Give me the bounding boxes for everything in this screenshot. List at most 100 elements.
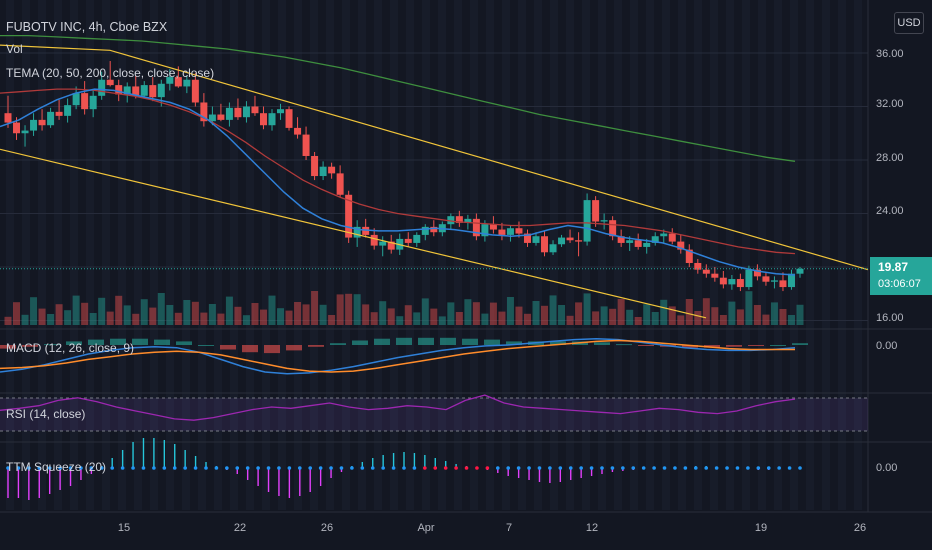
volume-bar <box>532 301 540 325</box>
currency-button[interactable]: USD <box>894 12 924 34</box>
ttm-squeeze-dot <box>579 466 583 470</box>
vol-indicator-label[interactable]: Vol <box>6 42 23 56</box>
session-stripe <box>614 0 622 510</box>
candle-body <box>762 276 770 282</box>
candle-body <box>370 234 378 246</box>
ttm-squeeze-dot <box>443 466 448 470</box>
volume-bar <box>89 313 97 325</box>
volume-bar <box>132 313 140 325</box>
session-stripe <box>470 0 478 510</box>
ttm-squeeze-dot <box>548 466 552 470</box>
volume-bar <box>651 312 659 325</box>
candle-body <box>200 102 208 122</box>
volume-bar <box>600 306 608 325</box>
volume-bar <box>762 314 770 325</box>
volume-bar <box>575 302 583 325</box>
ttm-squeeze-dot <box>621 466 625 470</box>
volume-bar <box>30 297 38 325</box>
tema-indicator-label[interactable]: TEMA (20, 50, 200, close, close, close) <box>6 66 215 80</box>
candle-body <box>47 111 55 126</box>
session-stripe <box>598 0 606 510</box>
ttm-squeeze-dot <box>79 466 83 470</box>
symbol-title[interactable]: FUBOTV INC, 4h, Cboe BZX <box>6 20 168 34</box>
macd-label[interactable]: MACD (12, 26, close, 9) <box>6 341 135 355</box>
candle-body <box>753 269 761 277</box>
candle-body <box>106 79 114 86</box>
candle-body <box>55 111 63 116</box>
ttm-squeeze-dot <box>735 466 740 470</box>
ttm-squeeze-dot <box>360 466 365 470</box>
ttm-label[interactable]: TTM Squeeze (20) <box>6 460 107 474</box>
ttm-squeeze-dot <box>798 466 802 470</box>
macd-histogram-bar <box>462 338 478 345</box>
ttm-squeeze-dot <box>152 466 156 470</box>
volume-bar <box>711 307 719 325</box>
volume-bar <box>174 312 182 325</box>
rsi-label[interactable]: RSI (14, close) <box>6 407 86 421</box>
session-stripe <box>550 0 558 510</box>
candle-body <box>404 238 412 243</box>
macd-histogram-bar <box>220 345 236 350</box>
volume-bar <box>217 313 225 325</box>
candle-body <box>609 220 617 237</box>
volume-bar <box>515 306 523 325</box>
x-tick-12: 12 <box>585 522 599 534</box>
ttm-squeeze-dot <box>329 466 333 470</box>
volume-bar <box>558 305 566 325</box>
ttm-squeeze-dot <box>495 466 500 470</box>
macd-histogram-bar <box>550 341 566 345</box>
candle-body <box>660 233 668 237</box>
volume-bar <box>38 308 46 325</box>
session-stripe <box>134 0 142 510</box>
volume-bar <box>379 301 387 325</box>
macd-histogram-bar <box>132 338 148 345</box>
ttm-squeeze-dot <box>714 466 719 470</box>
candle-body <box>455 216 463 223</box>
volume-bar <box>47 314 55 325</box>
macd-histogram-bar <box>44 344 60 346</box>
session-stripe <box>294 0 302 510</box>
ttm-squeeze-dot <box>402 466 406 470</box>
candle-body <box>89 95 97 110</box>
macd-histogram-bar <box>638 345 654 346</box>
candle-body <box>242 106 250 118</box>
candle-body <box>523 233 531 243</box>
session-stripe <box>518 0 526 510</box>
session-stripe <box>774 0 782 510</box>
x-tick-apr: Apr <box>417 522 435 534</box>
ttm-squeeze-dot <box>120 466 125 470</box>
ttm-squeeze-dot <box>600 466 604 470</box>
session-stripe <box>214 0 222 510</box>
candle-body <box>234 107 242 118</box>
candle-body <box>575 240 583 242</box>
macd-histogram-bar <box>242 345 258 353</box>
candle-body <box>336 173 344 195</box>
session-stripe <box>246 0 254 510</box>
volume-bar <box>234 306 242 325</box>
candle-body <box>115 85 123 95</box>
volume-bar <box>745 291 753 325</box>
candle-body <box>430 226 438 233</box>
volume-bar <box>106 311 114 325</box>
ttm-squeeze-dot <box>141 466 146 470</box>
y-tick-28: 28.00 <box>876 152 904 164</box>
ttm-squeeze-dot <box>631 466 636 470</box>
ttm-squeeze-dot <box>47 466 52 470</box>
candle-body <box>711 273 719 278</box>
candle-body <box>421 226 429 235</box>
candle-body <box>277 109 285 114</box>
session-stripe <box>694 0 702 510</box>
candle-body <box>379 241 387 246</box>
x-tick-26b: 26 <box>853 522 867 534</box>
volume-bar <box>719 315 727 325</box>
volume-bar <box>277 308 285 325</box>
lower-trendline <box>0 148 707 319</box>
volume-bar <box>345 293 353 325</box>
ttm-squeeze-dot <box>58 466 62 470</box>
ttm-squeeze-dot <box>214 466 219 470</box>
ttm-squeeze-dot <box>652 466 656 470</box>
candle-body <box>259 113 267 126</box>
session-stripe <box>150 0 158 510</box>
candle-body <box>489 224 497 230</box>
